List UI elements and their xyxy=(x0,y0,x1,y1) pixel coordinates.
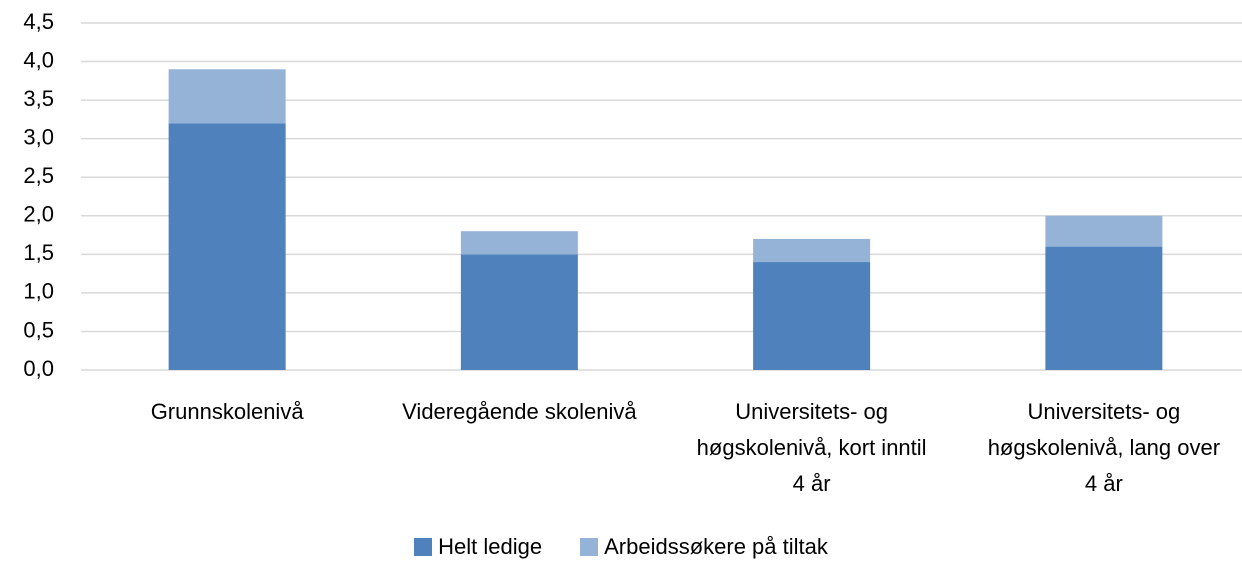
legend-label: Helt ledige xyxy=(438,534,543,559)
y-tick-label: 0,0 xyxy=(23,356,54,381)
y-tick-label: 0,5 xyxy=(23,317,54,342)
legend-item: Helt ledige xyxy=(414,534,542,560)
y-tick-label: 1,5 xyxy=(23,240,54,265)
y-tick-label: 1,0 xyxy=(23,279,54,304)
y-tick-label: 2,0 xyxy=(23,202,54,227)
y-tick-label: 3,0 xyxy=(23,124,54,149)
bar-segment xyxy=(1045,215,1163,247)
y-tick-label: 4,0 xyxy=(23,47,54,72)
y-tick-label: 2,5 xyxy=(23,163,54,188)
y-tick-label: 3,5 xyxy=(23,86,54,111)
bar-segment xyxy=(1045,246,1163,370)
bar-segment xyxy=(168,123,286,370)
x-tick-label: Universitets- og høgskolenivå, kort innt… xyxy=(696,399,927,496)
bar-segment xyxy=(460,231,578,255)
legend-swatch xyxy=(414,538,433,556)
y-tick-label: 4,5 xyxy=(23,9,54,34)
bar-segment xyxy=(753,238,871,263)
legend-swatch xyxy=(580,538,599,556)
x-tick-label: Grunnskolenivå xyxy=(150,399,304,424)
bar-segment xyxy=(460,254,578,370)
bar-segment xyxy=(753,262,871,370)
legend-label: Arbeidssøkere på tiltak xyxy=(604,534,828,559)
legend-item: Arbeidssøkere på tiltak xyxy=(580,534,828,560)
x-tick-label: Universitets- og høgskolenivå, lang over… xyxy=(987,399,1221,496)
bar-segment xyxy=(168,69,286,124)
legend: Helt ledige Arbeidssøkere på tiltak xyxy=(0,534,1242,560)
x-tick-label: Videregående skolenivå xyxy=(402,399,637,424)
